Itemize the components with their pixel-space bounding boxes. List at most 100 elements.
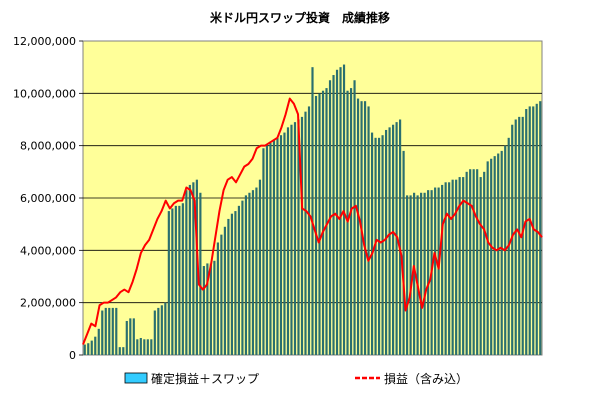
bar	[290, 124, 293, 355]
bar	[462, 177, 465, 355]
bar	[479, 177, 482, 355]
bar	[146, 339, 149, 355]
bar	[230, 213, 233, 355]
y-tick-label: 0	[69, 349, 76, 362]
bar	[476, 169, 479, 355]
bar	[335, 69, 339, 355]
bar	[234, 211, 237, 355]
bar	[118, 347, 121, 355]
bar	[223, 226, 226, 355]
legend-label-bar: 確定損益＋スワップ	[151, 371, 259, 386]
bar	[164, 302, 167, 355]
y-tick-label: 4,000,000	[20, 244, 76, 257]
bar	[420, 192, 423, 355]
bar	[248, 192, 251, 355]
bar	[483, 171, 486, 355]
bar	[209, 263, 212, 355]
bar	[353, 80, 356, 355]
bar	[493, 156, 496, 355]
y-tick-label: 10,000,000	[13, 87, 76, 100]
bar	[104, 307, 107, 355]
bar	[409, 195, 412, 355]
bar	[448, 182, 451, 355]
bar	[272, 140, 276, 355]
bar	[227, 218, 230, 355]
bar	[321, 90, 325, 355]
bar	[458, 177, 461, 355]
bar	[490, 158, 493, 355]
bar	[451, 179, 454, 355]
bar	[356, 98, 360, 355]
legend-swatch-bar	[124, 372, 148, 384]
bar	[192, 182, 195, 355]
bar	[269, 143, 272, 355]
bar	[139, 337, 142, 355]
bar	[377, 137, 381, 355]
bar	[465, 171, 468, 355]
bar	[255, 187, 258, 355]
bar	[115, 307, 118, 355]
bar	[90, 340, 93, 355]
bar	[469, 169, 472, 355]
bar	[153, 310, 156, 355]
bar	[472, 169, 475, 355]
bar	[279, 135, 283, 355]
bar	[363, 101, 367, 356]
chart-title: 米ドル円スワップ投資 成績推移	[210, 10, 390, 25]
bar	[262, 148, 265, 355]
bar	[339, 67, 342, 356]
bar	[342, 64, 346, 356]
bar	[293, 122, 297, 356]
bar	[307, 106, 311, 355]
bar	[325, 88, 328, 355]
bar	[199, 192, 202, 355]
bar	[136, 339, 139, 355]
bar	[314, 95, 318, 355]
bar	[444, 182, 447, 355]
bar	[297, 119, 300, 355]
bar	[427, 190, 430, 355]
bar	[181, 203, 184, 355]
bar	[94, 336, 97, 355]
y-tick-label: 12,000,000	[13, 35, 76, 48]
bar	[528, 106, 531, 355]
bar	[97, 328, 100, 355]
bar	[455, 179, 458, 355]
bar	[122, 347, 125, 355]
bar	[388, 127, 391, 355]
bar	[171, 208, 174, 355]
bar	[150, 339, 153, 355]
bar	[202, 266, 205, 355]
bar	[206, 263, 209, 355]
bar	[265, 145, 269, 355]
bar	[486, 161, 489, 355]
bar	[441, 184, 444, 355]
bar	[241, 200, 244, 355]
bar	[283, 132, 286, 355]
legend-label-line: 損益（含み込）	[384, 371, 468, 386]
bar	[213, 260, 216, 355]
bar	[286, 127, 290, 355]
bar	[87, 343, 90, 355]
bar	[108, 307, 111, 355]
bar	[349, 88, 353, 355]
bar	[111, 307, 114, 355]
bar	[370, 132, 374, 355]
bar	[83, 344, 86, 355]
bar	[251, 190, 255, 355]
bar	[311, 67, 314, 356]
bar	[416, 195, 419, 355]
bar	[188, 184, 191, 355]
bar	[423, 192, 426, 355]
bar	[129, 318, 132, 355]
bar	[276, 137, 279, 355]
bar	[367, 106, 370, 355]
y-tick-label: 8,000,000	[20, 140, 76, 153]
bar	[216, 242, 219, 355]
bar	[402, 150, 405, 355]
y-tick-label: 6,000,000	[20, 192, 76, 205]
line-series	[82, 97, 543, 345]
line-path	[82, 97, 543, 345]
bar	[174, 205, 177, 355]
bar	[101, 310, 104, 355]
